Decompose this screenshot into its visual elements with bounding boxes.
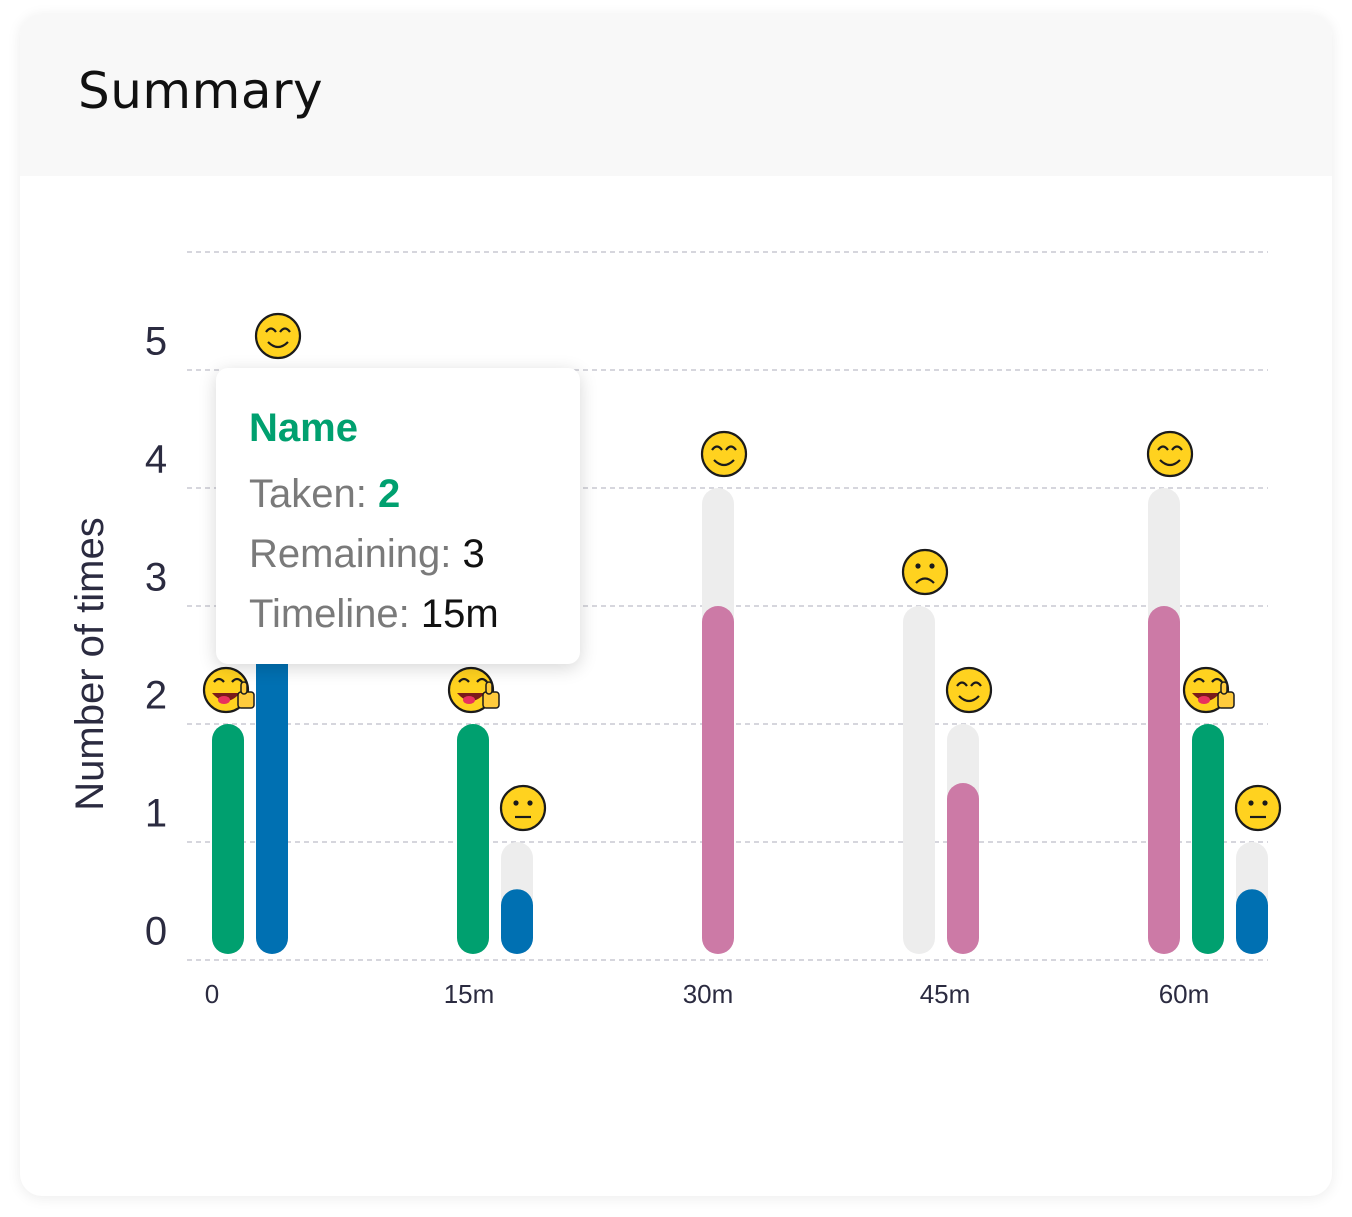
emoji-thumb bbox=[240, 681, 248, 695]
emoji-eye bbox=[1262, 800, 1268, 806]
emoji-face bbox=[499, 784, 547, 832]
emoji-eyes bbox=[265, 327, 291, 333]
smile-emoji-icon bbox=[1146, 430, 1194, 478]
x-tick-label: 45m bbox=[920, 979, 971, 1009]
smile-emoji-icon bbox=[700, 430, 748, 478]
emoji-eyes bbox=[711, 445, 737, 451]
tooltip-timeline-label: Timeline: bbox=[249, 592, 410, 636]
card-title: Summary bbox=[78, 62, 324, 120]
chart-tooltip: Name Taken: 2 Remaining: 3 Timeline: 15m bbox=[216, 368, 580, 664]
emoji-eyes bbox=[213, 677, 243, 683]
neutral-emoji-icon bbox=[1234, 784, 1282, 832]
bar bbox=[702, 606, 734, 954]
x-tick-label: 15m bbox=[444, 979, 495, 1009]
emoji-face bbox=[901, 548, 949, 596]
neutral-emoji-icon bbox=[499, 784, 547, 832]
tooltip-taken-label: Taken: bbox=[249, 472, 367, 516]
tooltip-timeline-value: 15m bbox=[420, 592, 499, 636]
x-tick-label: 60m bbox=[1159, 979, 1210, 1009]
tooltip-taken-value: 2 bbox=[377, 472, 401, 516]
tooltip-name: Name bbox=[249, 406, 358, 450]
bar bbox=[1236, 889, 1268, 954]
emoji-mouth bbox=[958, 695, 980, 703]
emoji-tongue bbox=[1198, 696, 1210, 704]
bar bbox=[1148, 606, 1180, 954]
y-tick-label: 3 bbox=[145, 556, 167, 600]
x-tick-label: 0 bbox=[205, 979, 219, 1009]
emoji-face bbox=[945, 666, 993, 714]
tooltip-remaining-label: Remaining: bbox=[249, 532, 452, 576]
tooltip-remaining-value: 3 bbox=[462, 532, 485, 576]
y-tick-label: 2 bbox=[145, 674, 167, 718]
bar-track bbox=[903, 606, 935, 954]
y-tick-label: 0 bbox=[145, 910, 167, 954]
emoji-eyes bbox=[1157, 445, 1183, 451]
emoji-mouth bbox=[1159, 459, 1181, 467]
y-tick-label: 1 bbox=[145, 792, 167, 836]
bar bbox=[947, 783, 979, 954]
emoji-face bbox=[1146, 430, 1194, 478]
bar bbox=[501, 889, 533, 954]
emoji-thumb bbox=[1220, 681, 1228, 695]
bar bbox=[212, 724, 244, 954]
emoji-eyes bbox=[956, 681, 982, 687]
emoji-tongue bbox=[463, 696, 475, 704]
tooltip-taken-row: Taken: 2 bbox=[249, 464, 580, 524]
x-tick-label: 30m bbox=[683, 979, 734, 1009]
bar bbox=[457, 724, 489, 954]
emoji-eye bbox=[929, 563, 935, 569]
thumbs-up-face-emoji-icon bbox=[447, 666, 500, 714]
emoji-thumb-hand bbox=[237, 691, 255, 709]
emoji-thumb bbox=[485, 681, 493, 695]
sad-emoji-icon bbox=[901, 548, 949, 596]
emoji-eye bbox=[1248, 800, 1254, 806]
emoji-thumb-hand bbox=[482, 691, 500, 709]
emoji-tongue bbox=[218, 696, 230, 704]
emoji-mouth bbox=[713, 459, 735, 467]
smile-emoji-icon bbox=[945, 666, 993, 714]
emoji-eye bbox=[513, 800, 519, 806]
emoji-eyes bbox=[1193, 677, 1223, 683]
y-tick-label: 5 bbox=[145, 320, 167, 364]
y-axis-label: Number of times bbox=[68, 517, 112, 810]
emoji-eye bbox=[527, 800, 533, 806]
bar bbox=[1192, 724, 1224, 954]
emoji-thumb-hand bbox=[1217, 691, 1235, 709]
emoji-face bbox=[254, 312, 302, 360]
emoji-mouth bbox=[915, 577, 935, 584]
card-header: Summary bbox=[20, 14, 1332, 176]
tooltip-timeline-row: Timeline: 15m bbox=[249, 584, 580, 644]
emoji-face bbox=[700, 430, 748, 478]
thumbs-up-face-emoji-icon bbox=[1182, 666, 1235, 714]
emoji-face bbox=[1234, 784, 1282, 832]
emoji-eyes bbox=[458, 677, 488, 683]
emoji-mouth bbox=[267, 341, 289, 349]
emoji-eye bbox=[915, 563, 921, 569]
smile-emoji-icon bbox=[254, 312, 302, 360]
thumbs-up-face-emoji-icon bbox=[202, 666, 255, 714]
tooltip-remaining-row: Remaining: 3 bbox=[249, 524, 580, 584]
y-tick-label: 4 bbox=[145, 438, 167, 482]
